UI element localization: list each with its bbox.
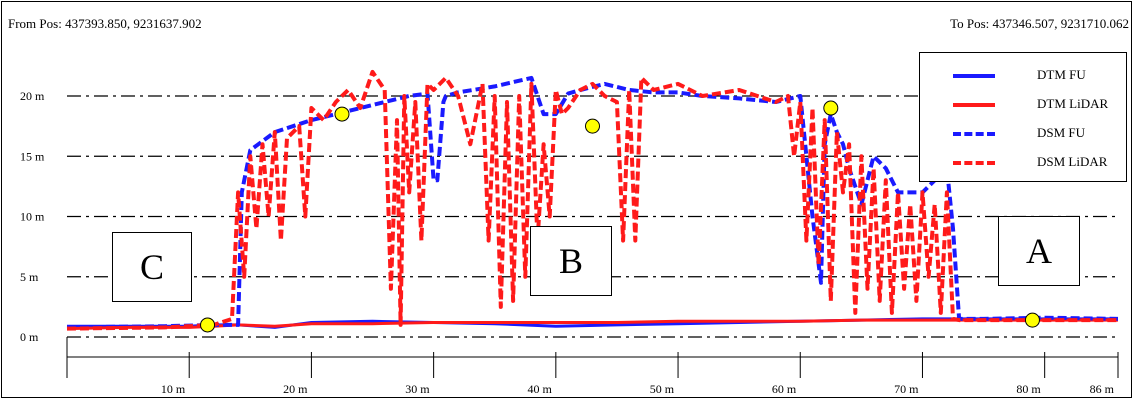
- x-tick-label: 70 m: [894, 382, 919, 396]
- legend-label: DSM FU: [1037, 125, 1086, 140]
- legend-item-dtm-lidar: DTM LiDAR: [920, 92, 1126, 118]
- x-tick-label: 30 m: [405, 382, 430, 396]
- legend-swatch-dsm-fu: [953, 132, 995, 136]
- marker-layer: [200, 100, 1040, 333]
- x-tick-label: 50 m: [650, 382, 675, 396]
- y-tick-label: 5 m: [20, 270, 39, 284]
- annotation-box-b: B: [530, 226, 612, 296]
- legend-label: DTM FU: [1037, 67, 1086, 82]
- y-tick-label: 20 m: [20, 89, 45, 103]
- legend-label: DSM LiDAR: [1037, 154, 1108, 169]
- marker-point: [334, 106, 350, 122]
- y-tick-label: 0 m: [20, 330, 39, 344]
- annotation-box-a: A: [998, 216, 1080, 286]
- legend-item-dtm-fu: DTM FU: [920, 63, 1126, 89]
- marker-point: [1024, 312, 1040, 328]
- marker-point: [585, 118, 600, 134]
- x-tick-label: 40 m: [527, 382, 552, 396]
- x-tick-label: 10 m: [161, 382, 186, 396]
- y-tick-label: 15 m: [20, 149, 45, 163]
- marker-point: [200, 317, 216, 333]
- marker-point: [823, 100, 839, 116]
- legend-swatch-dtm-fu: [953, 74, 995, 78]
- axis-layer: 20 m 15 m 10 m 5 m 0 m 10 m 20 m 30 m 40 m 50 m 60…: [20, 89, 1119, 396]
- x-tick-label: 80 m: [1016, 382, 1041, 396]
- legend-item-dsm-lidar: DSM LiDAR: [920, 150, 1126, 176]
- x-tick-label: 20 m: [283, 382, 308, 396]
- x-tick-label: 60 m: [772, 382, 797, 396]
- from-position: From Pos: 437393.850, 9231637.902: [8, 16, 202, 31]
- legend-item-dsm-fu: DSM FU: [920, 121, 1126, 147]
- legend: DTM FU DTM LiDAR DSM FU DSM LiDAR: [919, 52, 1127, 182]
- legend-swatch-dsm-lidar: [953, 161, 995, 165]
- x-tick-label: 86 m: [1090, 382, 1115, 396]
- y-tick-label: 10 m: [20, 210, 45, 224]
- legend-label: DTM LiDAR: [1037, 96, 1109, 111]
- legend-swatch-dtm-lidar: [953, 103, 995, 107]
- to-position: To Pos: 437346.507, 9231710.062: [950, 16, 1129, 31]
- annotation-box-c: C: [112, 232, 192, 302]
